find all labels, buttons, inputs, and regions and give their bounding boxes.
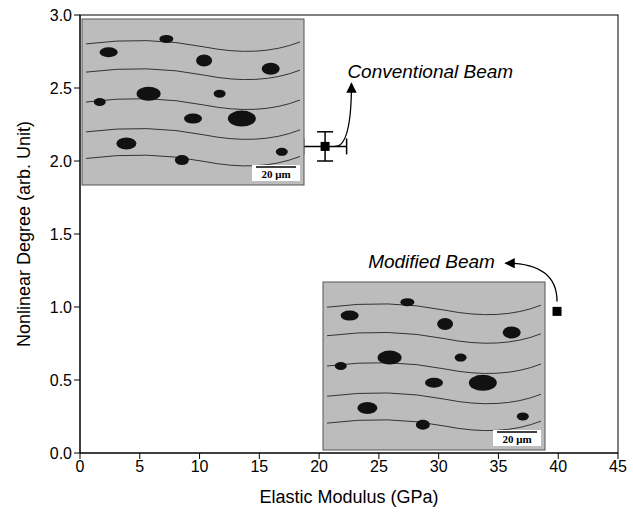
svg-text:15: 15 bbox=[250, 458, 268, 475]
svg-text:1.5: 1.5 bbox=[50, 226, 72, 243]
svg-text:Modified Beam: Modified Beam bbox=[368, 251, 495, 272]
svg-text:2.5: 2.5 bbox=[50, 80, 72, 97]
svg-text:0.5: 0.5 bbox=[50, 372, 72, 389]
svg-text:35: 35 bbox=[490, 458, 508, 475]
svg-text:45: 45 bbox=[609, 458, 627, 475]
svg-text:20 μm: 20 μm bbox=[261, 168, 290, 180]
svg-text:0.0: 0.0 bbox=[50, 445, 72, 462]
svg-text:Nonlinear Degree (arb. Unit): Nonlinear Degree (arb. Unit) bbox=[14, 121, 34, 347]
svg-text:1.0: 1.0 bbox=[50, 299, 72, 316]
svg-text:Conventional Beam: Conventional Beam bbox=[347, 61, 513, 82]
svg-text:5: 5 bbox=[135, 458, 144, 475]
svg-text:20: 20 bbox=[310, 458, 328, 475]
svg-text:20 μm: 20 μm bbox=[502, 433, 531, 445]
svg-text:2.0: 2.0 bbox=[50, 153, 72, 170]
svg-text:10: 10 bbox=[191, 458, 209, 475]
svg-text:25: 25 bbox=[370, 458, 388, 475]
svg-text:30: 30 bbox=[430, 458, 448, 475]
svg-text:0: 0 bbox=[76, 458, 85, 475]
svg-text:Elastic Modulus (GPa): Elastic Modulus (GPa) bbox=[259, 487, 438, 507]
svg-text:3.0: 3.0 bbox=[50, 7, 72, 24]
svg-text:40: 40 bbox=[549, 458, 567, 475]
